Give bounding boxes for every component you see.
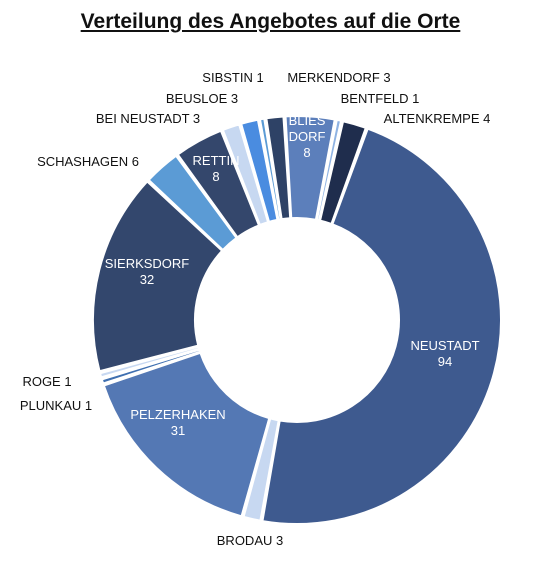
- slice-bentfeld: [315, 118, 343, 222]
- label-pelzerhaken: PELZERHAKEN 31: [130, 407, 225, 438]
- slice-brodau: [242, 417, 280, 522]
- chart-title: Verteilung des Angebotes auf die Orte: [80, 10, 461, 33]
- slice-pelzerhaken: [102, 351, 271, 518]
- label-roge: ROGE 1: [22, 374, 71, 389]
- slice-schashagen: [147, 154, 238, 252]
- label-rettin: RETTIN 8: [193, 153, 240, 184]
- label-bentfeld: BENTFELD 1: [341, 91, 420, 106]
- label-beusloe: BEUSLOE 3: [166, 91, 238, 106]
- label-altenkrempe: ALTENKREMPE 4: [384, 111, 491, 126]
- label-bliesdorf: BLIES DORF 8: [289, 113, 326, 160]
- slice-altenkrempe: [318, 120, 368, 226]
- label-sibstin: SIBSTIN 1: [202, 70, 263, 85]
- slice-sierksdorf: [92, 180, 224, 373]
- slice-merkendorf: [265, 115, 292, 221]
- slice-sibstin: [258, 117, 282, 221]
- slice-plunkau: [100, 348, 202, 385]
- label-brodau: BRODAU 3: [217, 533, 283, 548]
- slice-rettin: [176, 129, 261, 239]
- label-bei-neustadt: BEI NEUSTADT 3: [96, 111, 200, 126]
- slice-beusloe: [239, 118, 279, 224]
- slice-roge: [98, 345, 201, 379]
- slice-neustadt: [261, 127, 502, 525]
- slice-bliesdorf: [284, 115, 336, 221]
- label-plunkau: PLUNKAU 1: [20, 398, 92, 413]
- label-merkendorf: MERKENDORF 3: [287, 70, 390, 85]
- label-schashagen: SCHASHAGEN 6: [37, 154, 139, 169]
- slice-bei-neustadt: [221, 123, 270, 227]
- label-neustadt: NEUSTADT 94: [410, 338, 479, 369]
- label-sierksdorf: SIERKSDORF 32: [105, 256, 190, 287]
